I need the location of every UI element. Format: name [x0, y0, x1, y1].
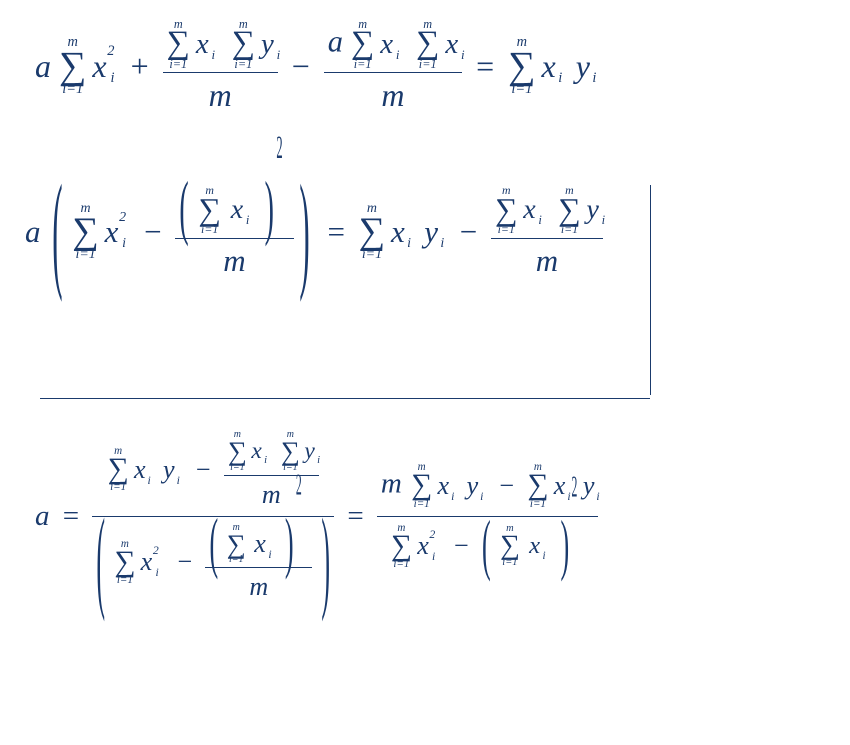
frame-right-rule	[650, 185, 651, 395]
math-page: a m ∑ i=1 x 2 i + m ∑ i=1 x i	[0, 0, 850, 745]
equals-op-3a: =	[57, 500, 85, 533]
minus-op: −	[286, 48, 316, 85]
sum-xi2: m ∑ i=1	[59, 35, 86, 96]
frame-bottom-rule	[40, 398, 650, 399]
sum-xiyi-rhs: m ∑ i=1	[508, 35, 535, 96]
frac-sumxi-sumyi-over-m: m ∑ i=1 x i m ∑ i=1 y i m	[163, 18, 278, 114]
big-frac-rhs: m m ∑ i=1 x i y i − m ∑	[377, 462, 598, 570]
equals-op-2: =	[321, 214, 350, 250]
var-a-3: a	[35, 500, 50, 533]
var-x: x 2 i	[92, 48, 106, 85]
equals-op-3b: =	[341, 500, 369, 533]
rparen-icon: )	[299, 156, 309, 307]
frac-a-sumxi-sumxi-over-m: a m ∑ i=1 x i m ∑ i=1 x i	[324, 18, 462, 114]
plus-op: +	[115, 48, 155, 85]
equals-op: =	[470, 48, 500, 85]
big-frac-lhs: m ∑ i=1 x i y i − m	[92, 430, 334, 602]
equation-3: a = m ∑ i=1 x i y i −	[35, 430, 598, 602]
equation-2: a ( m ∑ i=1 x 2 i − ( m ∑ i=1 x	[25, 185, 603, 279]
lparen-icon: (	[52, 156, 62, 307]
equation-1: a m ∑ i=1 x 2 i + m ∑ i=1 x i	[35, 18, 590, 114]
var-a: a	[35, 48, 51, 85]
var-a-2: a	[25, 214, 41, 250]
